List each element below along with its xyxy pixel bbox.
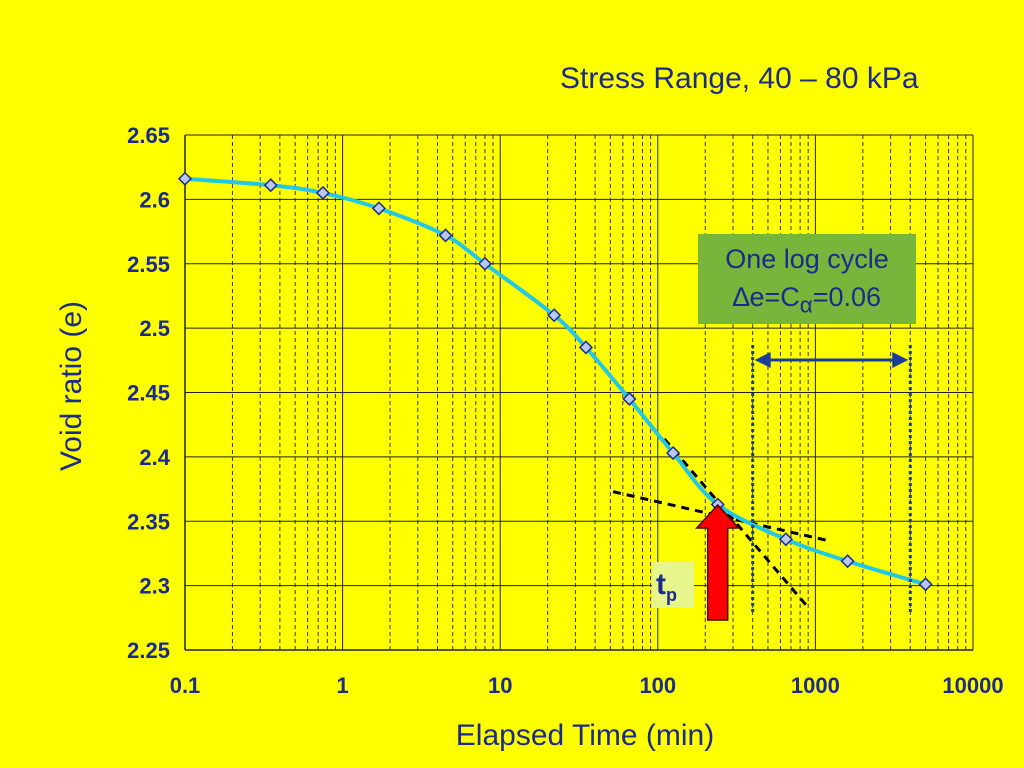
data-point-marker	[438, 228, 453, 243]
y-tick-label: 2.25	[127, 638, 170, 663]
y-tick-label: 2.3	[139, 574, 170, 599]
chart-grid	[184, 134, 974, 651]
y-tick-label: 2.5	[139, 316, 170, 341]
tp-arrow	[695, 503, 741, 621]
y-tick-label: 2.35	[127, 509, 170, 534]
data-point-marker	[371, 201, 386, 216]
data-point-marker	[177, 171, 193, 186]
log-cycle-note-line2: ∆e=Cα=0.06	[698, 278, 916, 324]
y-tick-label: 2.45	[127, 381, 170, 406]
y-axis-label: Void ratio (e)	[55, 300, 88, 472]
x-tick-label: 10000	[942, 673, 1003, 698]
y-tick-label: 2.55	[127, 252, 170, 277]
y-tick-label: 2.6	[139, 187, 170, 212]
chart-title: Stress Range, 40 – 80 kPa	[560, 62, 919, 95]
chart-axes	[184, 135, 973, 651]
tp-label: tp	[652, 562, 694, 608]
log-cycle-note: One log cycle ∆e=Cα=0.06	[698, 234, 916, 324]
x-axis-label: Elapsed Time (min)	[455, 719, 715, 752]
delta-e-prefix: ∆e=C	[732, 282, 800, 312]
data-point-marker	[840, 554, 855, 569]
y-tick-label: 2.65	[127, 123, 170, 148]
data-point-marker	[622, 391, 637, 406]
x-tick-label: 1000	[791, 673, 840, 698]
x-tick-label: 10	[488, 673, 512, 698]
alpha-subscript: α	[799, 292, 813, 318]
delta-e-value: =0.06	[812, 282, 882, 312]
data-point-marker	[315, 185, 330, 200]
tangent-line-primary	[663, 437, 810, 609]
log-cycle-note-line1: One log cycle	[725, 244, 889, 274]
x-tick-label: 100	[639, 673, 676, 698]
data-point-marker	[263, 178, 278, 193]
up-arrow-icon	[695, 503, 741, 621]
data-point-marker	[778, 532, 793, 547]
arrowhead-right-icon	[892, 352, 909, 368]
data-point-marker	[547, 308, 562, 323]
tangent-line-secondary	[612, 490, 829, 543]
data-point-marker	[918, 577, 933, 592]
tick-labels: 2.65 2.6 2.55 2.5 2.45 2.4 2.35 2.3 2.250.1 1 10 10…	[127, 123, 1003, 698]
log-cycle-indicator	[751, 345, 912, 612]
data-point-marker	[477, 256, 492, 271]
tangent-lines	[612, 437, 829, 609]
arrowhead-left-icon	[754, 352, 771, 368]
series-markers	[177, 171, 933, 592]
tp-subscript: p	[666, 585, 677, 605]
data-point-marker	[578, 340, 594, 355]
x-tick-label: 0.1	[170, 673, 201, 698]
y-tick-label: 2.4	[139, 445, 170, 470]
tp-letter: t	[656, 568, 666, 601]
x-tick-label: 1	[336, 673, 348, 698]
data-point-marker	[666, 445, 681, 461]
